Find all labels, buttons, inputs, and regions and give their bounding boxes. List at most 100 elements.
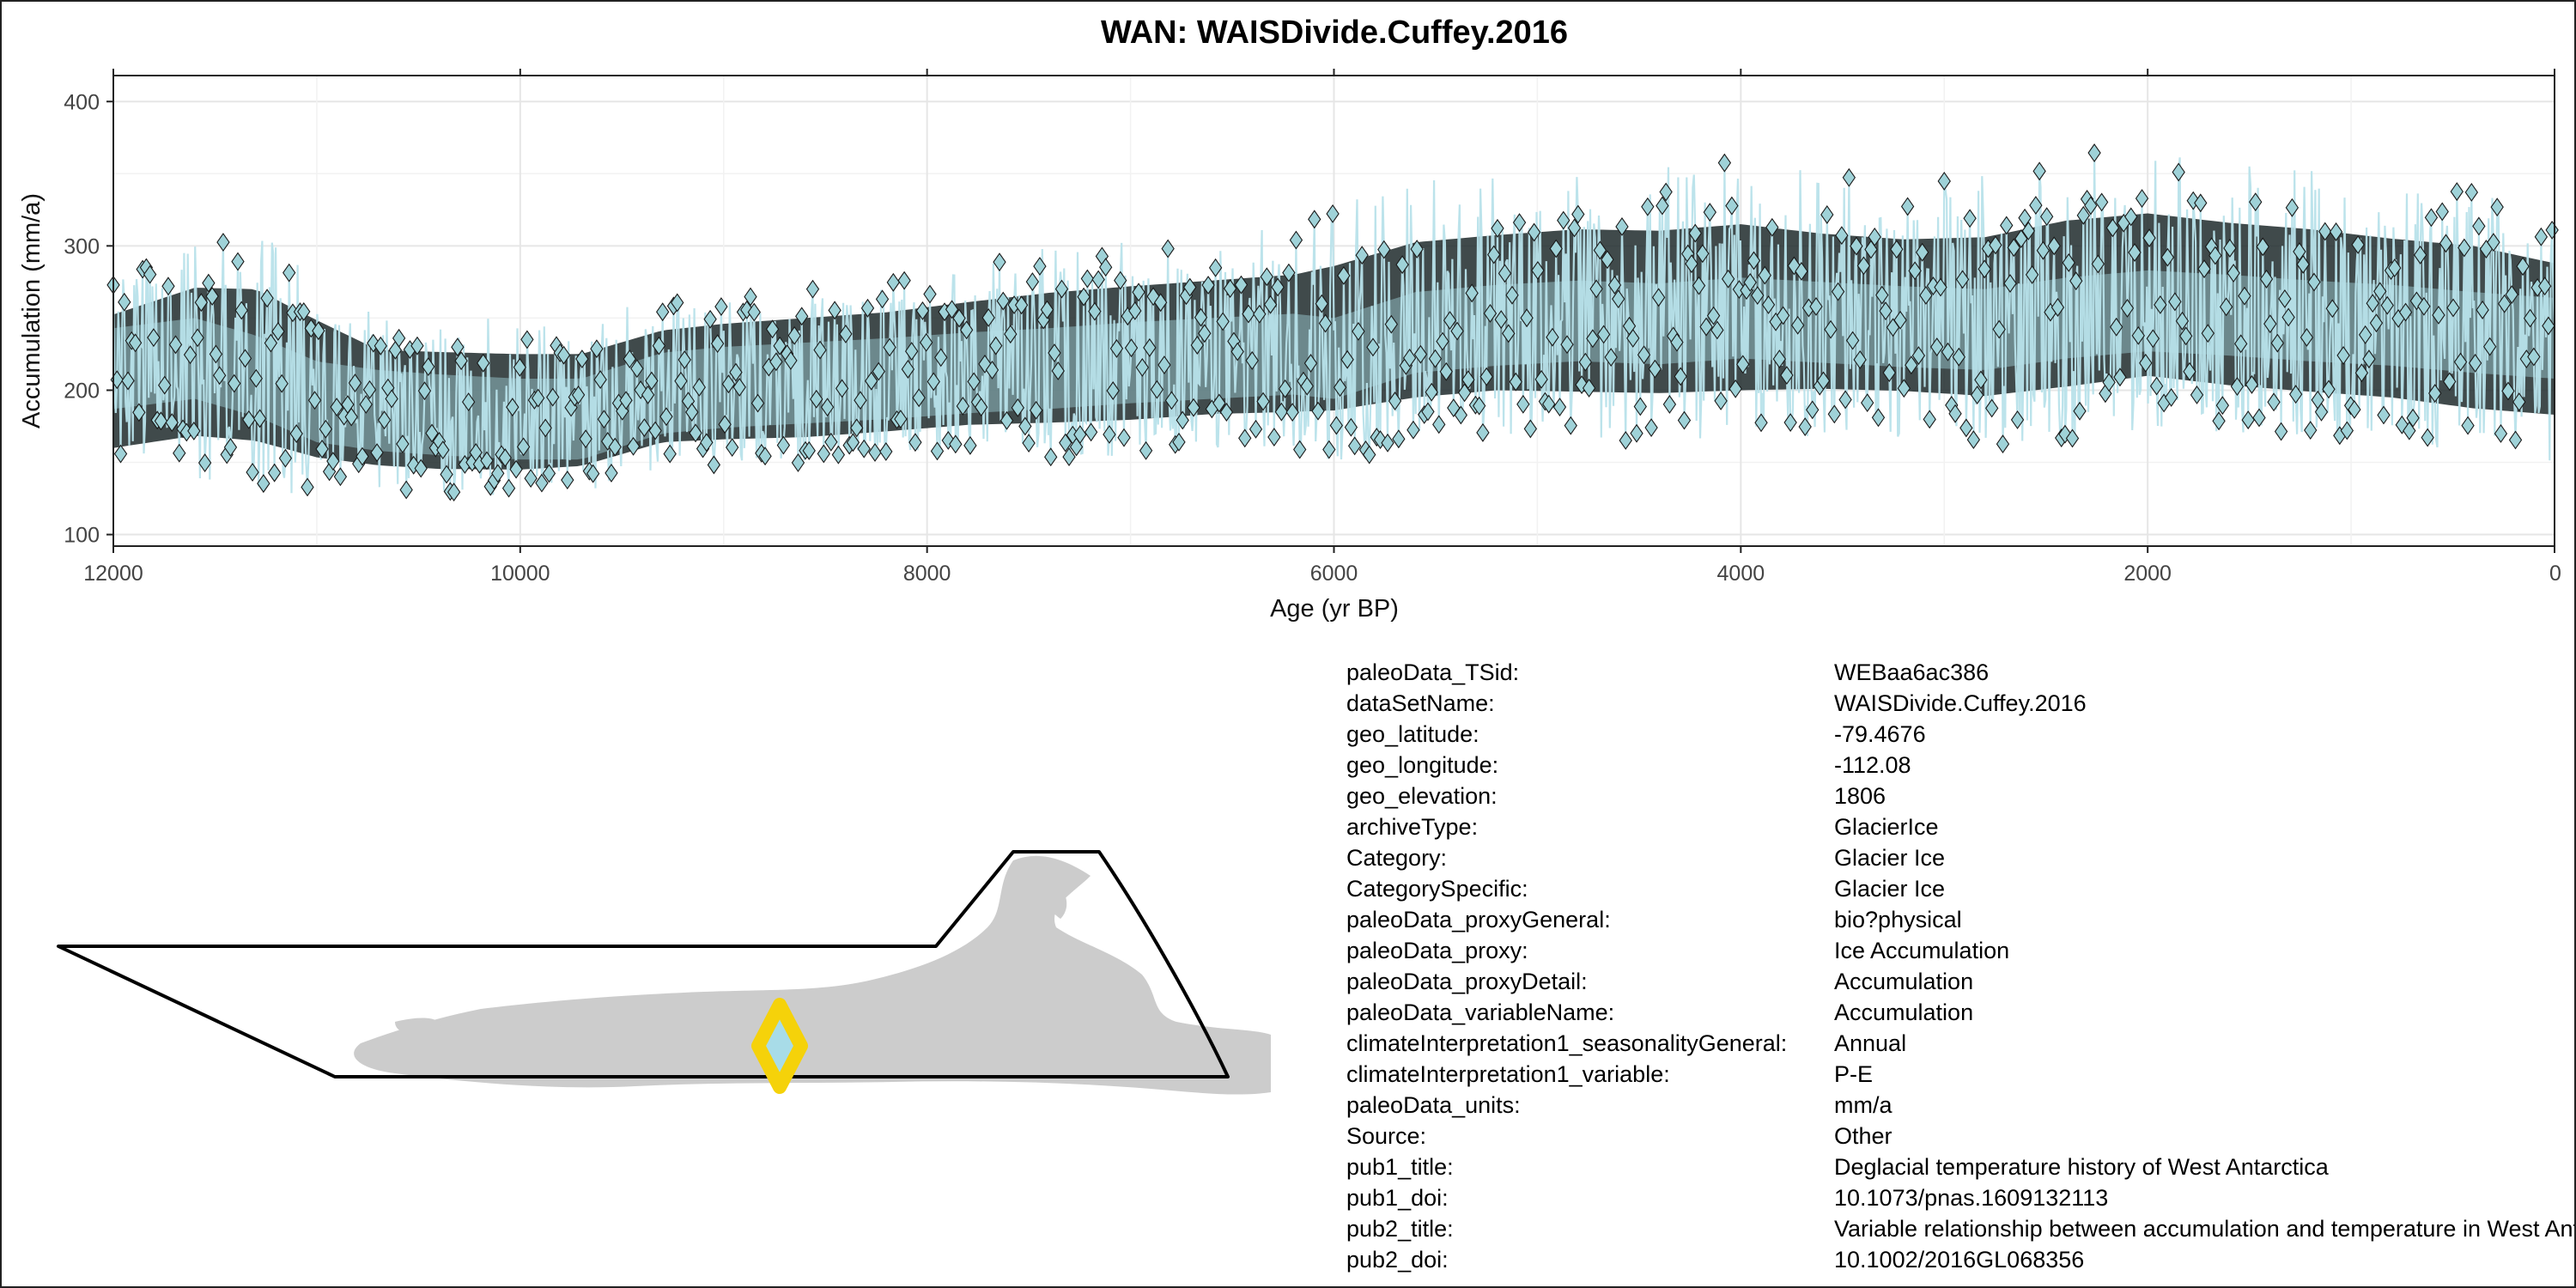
y-tick-label: 400	[64, 90, 100, 114]
data-point	[1135, 357, 1149, 377]
data-point	[1593, 240, 1607, 260]
data-point	[813, 340, 827, 360]
metadata-key: climateInterpretation1_variable:	[1346, 1061, 1670, 1087]
data-point	[1641, 197, 1655, 216]
metadata-value: bio?physical	[1834, 907, 1962, 933]
data-point	[1919, 285, 1933, 305]
data-point	[362, 380, 377, 399]
data-point	[765, 319, 780, 339]
data-point	[1589, 279, 1603, 299]
data-point	[1710, 320, 1724, 340]
data-point	[1282, 263, 1296, 283]
data-point	[2036, 240, 2050, 260]
data-point	[2458, 238, 2471, 258]
data-point	[1952, 347, 1965, 367]
data-point	[2446, 298, 2460, 318]
data-point	[729, 362, 743, 382]
data-point	[1004, 325, 1018, 344]
data-point	[2274, 422, 2288, 441]
data-point	[1410, 240, 1424, 259]
metadata-key: paleoData_proxyGeneral:	[1346, 907, 1611, 933]
data-point	[1187, 398, 1200, 417]
data-point	[758, 447, 772, 466]
data-point	[477, 353, 490, 373]
metadata-table: paleoData_TSid: WEBaa6ac386 dataSetName: WA…	[1346, 659, 2574, 1286]
data-point	[769, 352, 783, 372]
x-tick-label: 12000	[83, 562, 143, 586]
data-point	[2318, 222, 2332, 241]
data-point	[700, 433, 714, 453]
data-point	[1432, 415, 1446, 434]
metadata-value: 10.1073/pnas.1609132113	[1834, 1185, 2109, 1211]
data-point	[2278, 289, 2292, 308]
data-point	[703, 309, 717, 329]
data-point	[2087, 143, 2101, 162]
metadata-value: WAISDivide.Cuffey.2016	[1834, 690, 2087, 716]
data-point	[451, 337, 465, 357]
data-point	[377, 410, 392, 430]
data-point	[2369, 313, 2384, 333]
data-point	[2208, 246, 2222, 265]
accumulation-chart: WAN: WAISDivide.Cuffey.2016 100 200 300 400…	[18, 15, 2561, 623]
data-point	[1856, 256, 1871, 276]
metadata-value: GlacierIce	[1834, 814, 1939, 840]
metadata-key: pub2_doi:	[1346, 1247, 1449, 1273]
data-point	[820, 398, 835, 417]
data-point	[1293, 440, 1307, 459]
data-point	[1974, 370, 1988, 390]
data-point	[1816, 371, 1831, 391]
site-marker	[751, 998, 808, 1094]
data-point	[2453, 352, 2468, 372]
data-point	[630, 359, 644, 379]
data-point	[956, 397, 970, 416]
data-point	[1978, 259, 1991, 279]
data-point	[1054, 279, 1069, 299]
data-point	[1714, 391, 1728, 410]
data-point	[1861, 393, 1874, 413]
data-point	[1897, 379, 1911, 398]
data-point	[1263, 295, 1278, 314]
data-point	[2406, 408, 2420, 428]
data-point	[1363, 445, 1376, 465]
data-point	[1626, 328, 1640, 348]
data-point	[2508, 430, 2523, 450]
data-point	[1970, 386, 1984, 405]
metadata-key: paleoData_units:	[1346, 1092, 1521, 1118]
data-point	[904, 342, 919, 361]
data-point	[161, 276, 175, 296]
data-point	[2105, 218, 2120, 238]
data-point	[491, 464, 505, 483]
data-point	[989, 336, 1003, 355]
data-point	[2388, 258, 2402, 278]
data-point	[121, 371, 135, 391]
data-point	[692, 378, 706, 397]
metadata-value: mm/a	[1834, 1092, 1893, 1118]
data-point	[2307, 272, 2321, 292]
data-point	[2464, 182, 2479, 202]
data-point	[2537, 276, 2552, 296]
data-point	[154, 411, 168, 431]
data-point	[2267, 392, 2281, 412]
data-point	[1114, 270, 1127, 290]
data-point	[1531, 260, 1545, 280]
data-point	[1772, 349, 1787, 369]
data-point	[1011, 398, 1025, 417]
data-point	[1850, 236, 1863, 256]
data-point	[2212, 411, 2226, 431]
data-point	[396, 434, 410, 453]
data-point	[319, 419, 333, 439]
data-point	[1153, 293, 1168, 313]
data-point	[2366, 294, 2379, 313]
data-point	[1289, 230, 1303, 250]
data-point	[2527, 347, 2541, 367]
data-point	[1934, 277, 1947, 297]
data-point	[1099, 258, 1113, 277]
data-point	[1747, 251, 1761, 270]
data-point	[1051, 361, 1065, 380]
data-point	[894, 410, 908, 429]
data-point	[1080, 269, 1095, 289]
x-tick-label: 8000	[903, 562, 951, 586]
data-point	[2494, 423, 2508, 443]
data-point	[1743, 272, 1757, 292]
data-point	[1274, 402, 1289, 422]
